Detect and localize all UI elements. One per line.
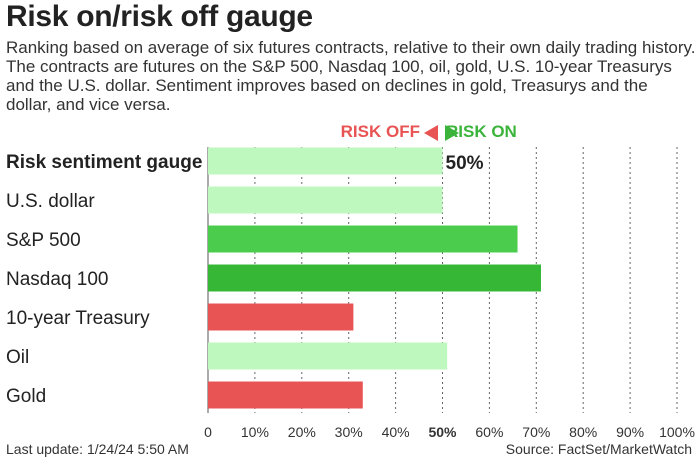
- x-tick-label: 10%: [241, 424, 269, 440]
- category-label: Nasdaq 100: [6, 269, 108, 290]
- category-label: S&P 500: [6, 230, 81, 251]
- chart-subtitle: Ranking based on average of six futures …: [6, 38, 696, 114]
- category-label: Risk sentiment gauge: [6, 152, 202, 173]
- x-tick-label: 20%: [288, 424, 316, 440]
- data-label: 50%: [446, 153, 484, 174]
- x-tick-label: 70%: [522, 424, 550, 440]
- arrow-left-icon: [424, 125, 438, 141]
- source-credit: Source: FactSet/MarketWatch: [505, 441, 692, 457]
- risk-on-label: RISK ON: [446, 122, 517, 141]
- category-label: U.S. dollar: [6, 191, 95, 212]
- risk-off-label: RISK OFF: [340, 122, 420, 141]
- x-tick-label: 30%: [335, 424, 363, 440]
- bar: [208, 147, 443, 175]
- x-tick-label: 40%: [382, 424, 410, 440]
- bar: [208, 303, 354, 331]
- category-label: Gold: [6, 386, 46, 407]
- x-tick-label: 0: [204, 424, 212, 440]
- x-tick-label: 50%: [428, 424, 457, 440]
- category-label: 10-year Treasury: [6, 308, 150, 329]
- x-tick-label: 80%: [569, 424, 597, 440]
- bar: [208, 264, 541, 292]
- x-tick-label: 90%: [616, 424, 644, 440]
- last-update: Last update: 1/24/24 5:50 AM: [6, 441, 189, 457]
- arrow-right-icon: [445, 125, 459, 141]
- bar: [208, 225, 518, 253]
- bar: [208, 342, 448, 370]
- bar: [208, 186, 443, 214]
- bar: [208, 381, 363, 409]
- x-tick-label: 100%: [659, 424, 695, 440]
- x-tick-label: 60%: [475, 424, 503, 440]
- chart-title: Risk on/risk off gauge: [6, 0, 313, 33]
- category-label: Oil: [6, 347, 29, 368]
